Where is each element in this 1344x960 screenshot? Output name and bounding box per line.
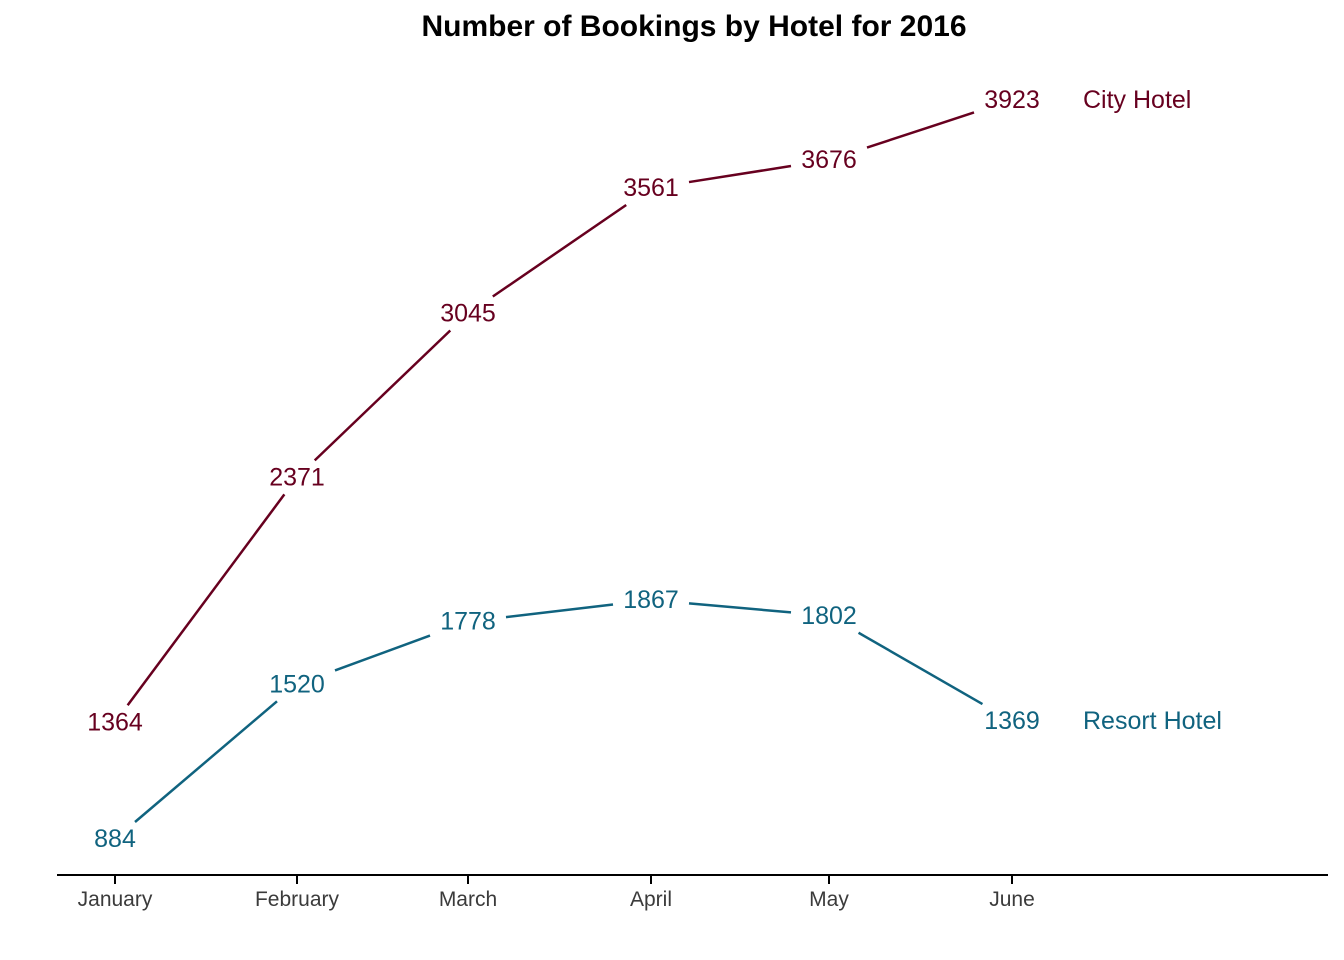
series-city-hotel: 1364 2371 3045 3561 3676 3923 City Hotel xyxy=(87,86,1191,736)
series-line-segment xyxy=(866,111,975,149)
x-tick-label: March xyxy=(439,888,497,911)
x-tick-label: February xyxy=(255,888,340,911)
x-tick-label: April xyxy=(630,888,672,911)
chart-title: Number of Bookings by Hotel for 2016 xyxy=(421,10,967,43)
series-line-segment xyxy=(334,634,431,672)
data-label: 3045 xyxy=(440,300,496,328)
series-line-segment xyxy=(857,631,984,706)
data-label: 1364 xyxy=(87,708,143,736)
data-label: 1802 xyxy=(801,602,857,630)
x-tick-label: January xyxy=(78,888,153,911)
data-label: 1369 xyxy=(984,707,1040,735)
series-resort-hotel: 884 1520 1778 1867 1802 1369 Resort Hotel xyxy=(94,586,1222,853)
data-label: 1778 xyxy=(440,608,496,636)
data-label: 2371 xyxy=(269,463,325,491)
x-axis-ticks: January February March April May June xyxy=(78,875,1035,911)
data-label: 3561 xyxy=(623,174,679,202)
series-line-segment xyxy=(688,602,792,614)
data-label: 1520 xyxy=(269,670,325,698)
x-tick-label: June xyxy=(989,888,1035,911)
data-label: 884 xyxy=(94,825,136,853)
series-label-city-hotel: City Hotel xyxy=(1083,86,1191,114)
series-layer: 1364 2371 3045 3561 3676 3923 City Hotel 884 152… xyxy=(87,86,1222,853)
series-line-segment xyxy=(688,164,792,184)
data-label: 3676 xyxy=(801,146,857,174)
x-tick-label: May xyxy=(809,888,849,911)
series-line-segment xyxy=(505,603,614,619)
series-line-segment xyxy=(313,329,452,462)
data-label: 1867 xyxy=(623,586,679,614)
series-label-resort-hotel: Resort Hotel xyxy=(1083,707,1222,735)
series-line-segment xyxy=(492,203,627,298)
series-line-segment xyxy=(126,493,286,707)
data-label: 3923 xyxy=(984,86,1040,114)
series-line-segment xyxy=(134,700,278,823)
